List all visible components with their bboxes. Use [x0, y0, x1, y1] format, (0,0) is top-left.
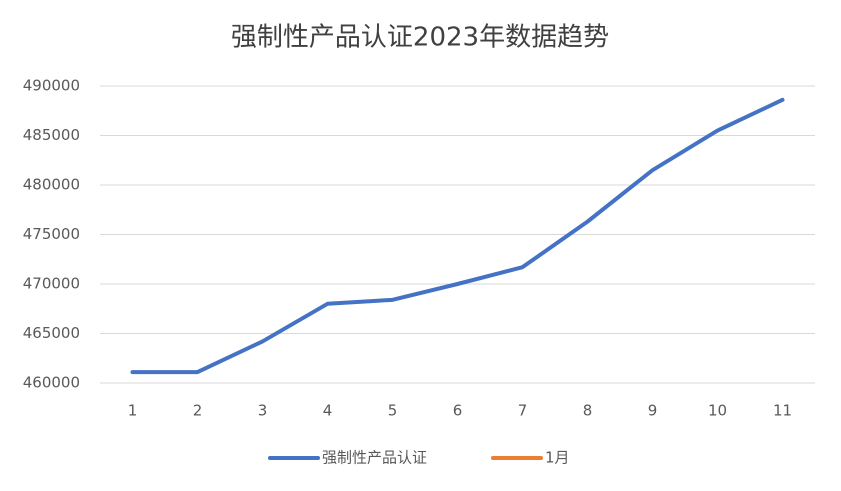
y-tick-label: 460000	[23, 374, 80, 392]
legend-label: 强制性产品认证	[322, 449, 427, 467]
x-tick-label: 4	[323, 402, 333, 420]
x-tick-label: 5	[388, 402, 398, 420]
x-tick-label: 8	[583, 402, 593, 420]
y-tick-label: 490000	[23, 77, 80, 95]
x-tick-label: 11	[773, 402, 792, 420]
x-tick-label: 7	[518, 402, 528, 420]
data-line	[130, 97, 785, 375]
x-tick-label: 3	[258, 402, 268, 420]
y-tick-label: 470000	[23, 275, 80, 293]
x-tick-label: 1	[128, 402, 138, 420]
chart-title: 强制性产品认证2023年数据趋势	[231, 23, 609, 53]
y-tick-label: 480000	[23, 176, 80, 194]
x-tick-label: 2	[193, 402, 203, 420]
y-tick-label: 475000	[23, 225, 80, 243]
x-tick-label: 9	[648, 402, 658, 420]
legend-label: 1月	[545, 449, 570, 467]
y-tick-label: 465000	[23, 324, 80, 342]
x-tick-label: 6	[453, 402, 463, 420]
x-tick-label: 10	[708, 402, 727, 420]
y-tick-label: 485000	[23, 126, 80, 144]
